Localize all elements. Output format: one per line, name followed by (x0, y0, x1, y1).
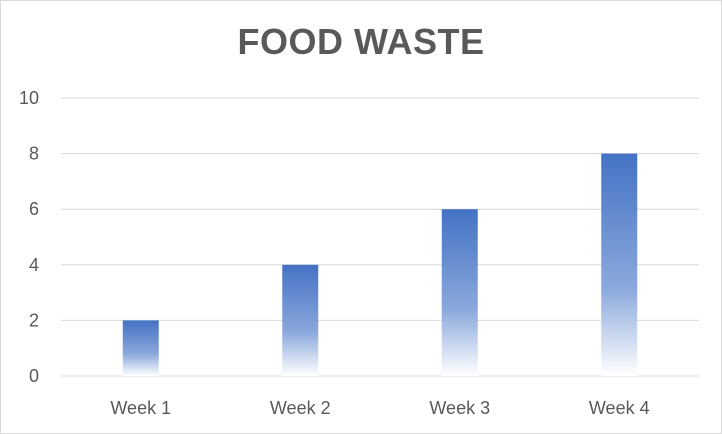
y-tick-label: 6 (29, 199, 39, 219)
y-tick-label: 4 (29, 255, 39, 275)
x-tick-label: Week 1 (110, 398, 171, 418)
bar-week-4 (601, 153, 638, 376)
bar-week-1 (122, 320, 159, 376)
x-tick-label: Week 2 (270, 398, 331, 418)
y-tick-label: 0 (29, 366, 39, 386)
chart-title: FOOD WASTE (237, 21, 485, 62)
bar-week-2 (282, 264, 319, 376)
y-tick-label: 10 (19, 88, 39, 108)
x-tick-label: Week 3 (429, 398, 490, 418)
y-tick-label: 8 (29, 144, 39, 164)
y-tick-label: 2 (29, 310, 39, 330)
bar-week-3 (441, 209, 478, 376)
x-tick-label: Week 4 (589, 398, 650, 418)
